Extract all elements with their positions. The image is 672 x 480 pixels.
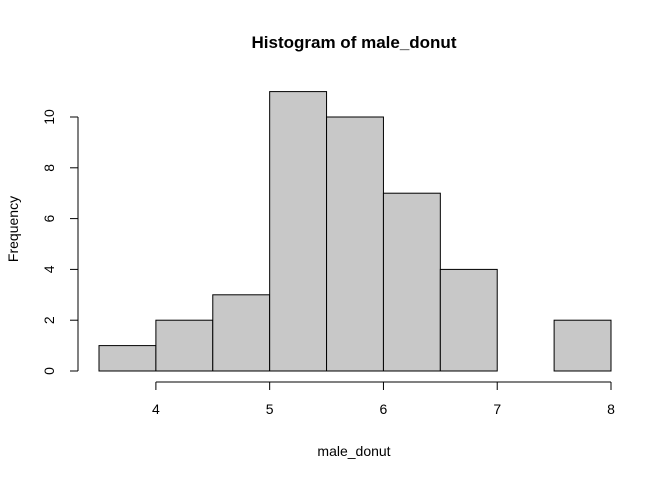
x-axis: 4 5 6 7 8 <box>152 381 615 417</box>
y-axis: 0 2 4 6 8 10 <box>41 109 79 375</box>
bar-5 <box>382 192 441 372</box>
y-tick-label-1: 2 <box>41 316 57 324</box>
y-tick-label-2: 4 <box>41 265 57 273</box>
bar-0 <box>98 345 157 372</box>
chart-title: Histogram of male_donut <box>252 33 457 52</box>
y-axis-label: Frequency <box>5 196 21 262</box>
bar-8 <box>553 319 612 372</box>
y-tick-label-0: 0 <box>41 367 57 375</box>
bar-1 <box>155 319 214 372</box>
x-tick-label-3: 7 <box>493 401 501 417</box>
y-tick-label-4: 8 <box>41 164 57 172</box>
x-axis-label: male_donut <box>317 443 390 459</box>
bars-group <box>98 91 612 372</box>
x-tick-label-1: 5 <box>266 401 274 417</box>
bar-2 <box>212 294 271 372</box>
bar-4 <box>326 116 384 372</box>
bar-6 <box>439 268 498 372</box>
x-tick-label-4: 8 <box>607 401 615 417</box>
x-tick-label-2: 6 <box>380 401 388 417</box>
y-tick-label-3: 6 <box>41 214 57 222</box>
x-tick-label-0: 4 <box>152 401 160 417</box>
bar-3 <box>269 91 328 372</box>
y-tick-label-5: 10 <box>41 109 57 125</box>
